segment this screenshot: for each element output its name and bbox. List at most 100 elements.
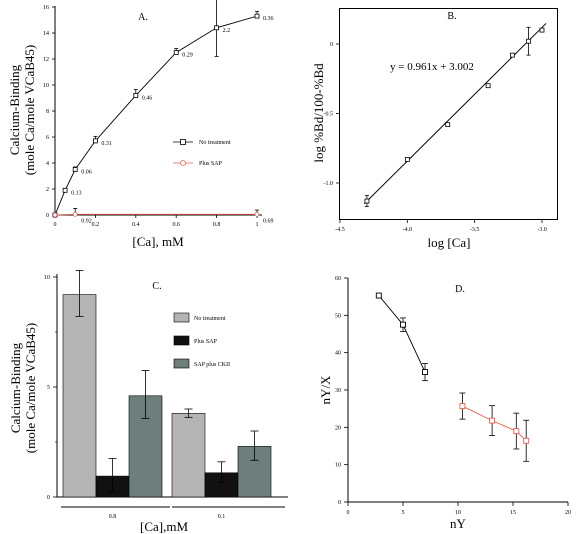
bar-no-treatment-0.1 — [171, 413, 206, 498]
data-label: 0.69 — [263, 218, 274, 224]
data-point — [72, 211, 78, 217]
x-tick-label: 0 — [347, 510, 350, 516]
data-point — [375, 292, 382, 299]
panel-c-ylabel-line2: (mole Ca/mole VCaB45) — [23, 323, 38, 453]
panel-d-axes — [347, 278, 568, 503]
x-tick-label: 20 — [565, 510, 571, 516]
bar-no-treatment-0.8 — [62, 294, 97, 498]
data-label: 0.92 — [81, 218, 92, 224]
category-label: 0.1 — [218, 514, 226, 520]
panel-b-xlabel: log [Ca] — [428, 235, 471, 250]
data-label: 2.2 — [223, 28, 231, 34]
panel-a: A. Calcium-Binding (mole Ca/mole VCaB45)… — [7, 0, 274, 249]
legend-swatch — [173, 312, 190, 323]
panel-c-title: C. — [152, 281, 161, 292]
y-tick-label: 12 — [43, 57, 49, 63]
y-tick-label: 10 — [335, 463, 341, 469]
x-tick-label: -4.5 — [335, 227, 345, 233]
legend-label: Plus SAP — [194, 339, 218, 345]
panel-a-legend: No treatment Plus SAP — [173, 139, 231, 167]
y-tick-label: 0 — [46, 213, 49, 219]
panel-b-ylabel: log %Bd/100-%Bd — [311, 63, 326, 163]
y-tick-label: 0 — [47, 495, 50, 501]
data-point — [254, 211, 260, 217]
fit-line — [363, 23, 547, 205]
data-point — [62, 187, 68, 193]
data-point — [539, 27, 545, 33]
y-tick-label: 2 — [46, 187, 49, 193]
y-tick-label: 60 — [335, 276, 341, 282]
data-point — [459, 403, 466, 410]
panel-d-xlabel: nY — [450, 516, 467, 531]
y-tick-label: 4 — [46, 161, 49, 167]
x-tick-label: 10 — [455, 510, 461, 516]
data-point — [93, 138, 98, 144]
y-tick-label: 50 — [335, 313, 341, 319]
data-point — [485, 83, 491, 89]
x-tick-label: -4.0 — [403, 227, 413, 233]
panel-c-ylabel-line1: Calcium-Binding — [8, 342, 23, 433]
data-label: 0.31 — [101, 141, 112, 147]
panel-a-ylabel-line1: Calcium-Binding — [7, 64, 22, 155]
data-point — [513, 428, 520, 435]
data-point — [364, 198, 370, 204]
y-tick-label: 10 — [43, 83, 49, 89]
y-tick-label: 16 — [43, 5, 49, 11]
data-point — [523, 437, 530, 444]
x-tick-label: -3.0 — [537, 227, 547, 233]
data-point — [526, 38, 531, 44]
x-tick-label: 0 — [54, 222, 57, 228]
panel-a-axes — [54, 6, 262, 216]
data-point — [52, 212, 58, 218]
y-tick-label: 40 — [335, 351, 341, 357]
y-tick-label: -0.5 — [324, 112, 334, 118]
legend-swatch — [173, 358, 190, 369]
data-point — [422, 369, 428, 376]
legend-no-treatment: No treatment — [199, 140, 231, 146]
data-point — [489, 417, 496, 424]
category-label: 0.8 — [109, 514, 117, 520]
data-point — [214, 25, 220, 31]
x-tick-label: 0.4 — [132, 222, 140, 228]
panel-a-ylabel-line2: (mole Ca/mole VCaB45) — [22, 45, 37, 175]
data-point — [254, 13, 260, 19]
legend-label: SAP plus CKII — [194, 362, 230, 368]
panel-d: D. nY/X nY 0 5 10 15 20 0 10 20 30 40 50 60 — [318, 276, 571, 531]
data-point — [72, 167, 78, 172]
panel-c-legend: No treatment Plus SAP SAP plus CKII — [173, 312, 230, 369]
data-label: 0.13 — [71, 190, 82, 196]
data-point — [133, 93, 139, 98]
panel-d-title: D. — [455, 284, 465, 295]
y-tick-label: 5 — [47, 385, 50, 391]
y-tick-label: 14 — [43, 31, 49, 37]
series-line-1 — [462, 405, 527, 442]
data-label: 0.29 — [182, 53, 193, 59]
y-tick-label: 0 — [338, 500, 341, 506]
data-point — [400, 321, 406, 328]
panel-c-xlabel: [Ca],mM — [140, 519, 188, 534]
y-tick-label: 10 — [44, 275, 50, 281]
legend-label: No treatment — [194, 316, 226, 322]
data-label: 0.36 — [263, 16, 274, 22]
legend-swatch — [173, 335, 190, 346]
data-point — [445, 122, 451, 128]
panel-b: B. log %Bd/100-%Bd log [Ca] y = 0.961x +… — [311, 8, 558, 250]
y-tick-label: 6 — [46, 135, 49, 141]
data-point — [509, 52, 515, 58]
panel-a-xlabel: [Ca], mM — [132, 234, 184, 249]
y-tick-label: 20 — [335, 425, 341, 431]
panel-b-frame — [339, 8, 558, 220]
x-tick-label: 0.6 — [172, 222, 180, 228]
x-tick-label: 5 — [402, 510, 405, 516]
panel-a-title: A. — [138, 12, 148, 23]
x-tick-label: 0.2 — [92, 222, 100, 228]
legend-plus-sap: Plus SAP — [199, 161, 223, 167]
x-tick-label: 15 — [510, 510, 516, 516]
data-point — [173, 50, 179, 55]
panel-c: C. Calcium-Binding (mole Ca/mole VCaB45)… — [8, 269, 288, 534]
data-label: 0.06 — [81, 170, 92, 176]
data-point — [404, 156, 410, 162]
y-tick-label: 0 — [330, 42, 333, 48]
panel-b-title: B. — [447, 11, 456, 22]
